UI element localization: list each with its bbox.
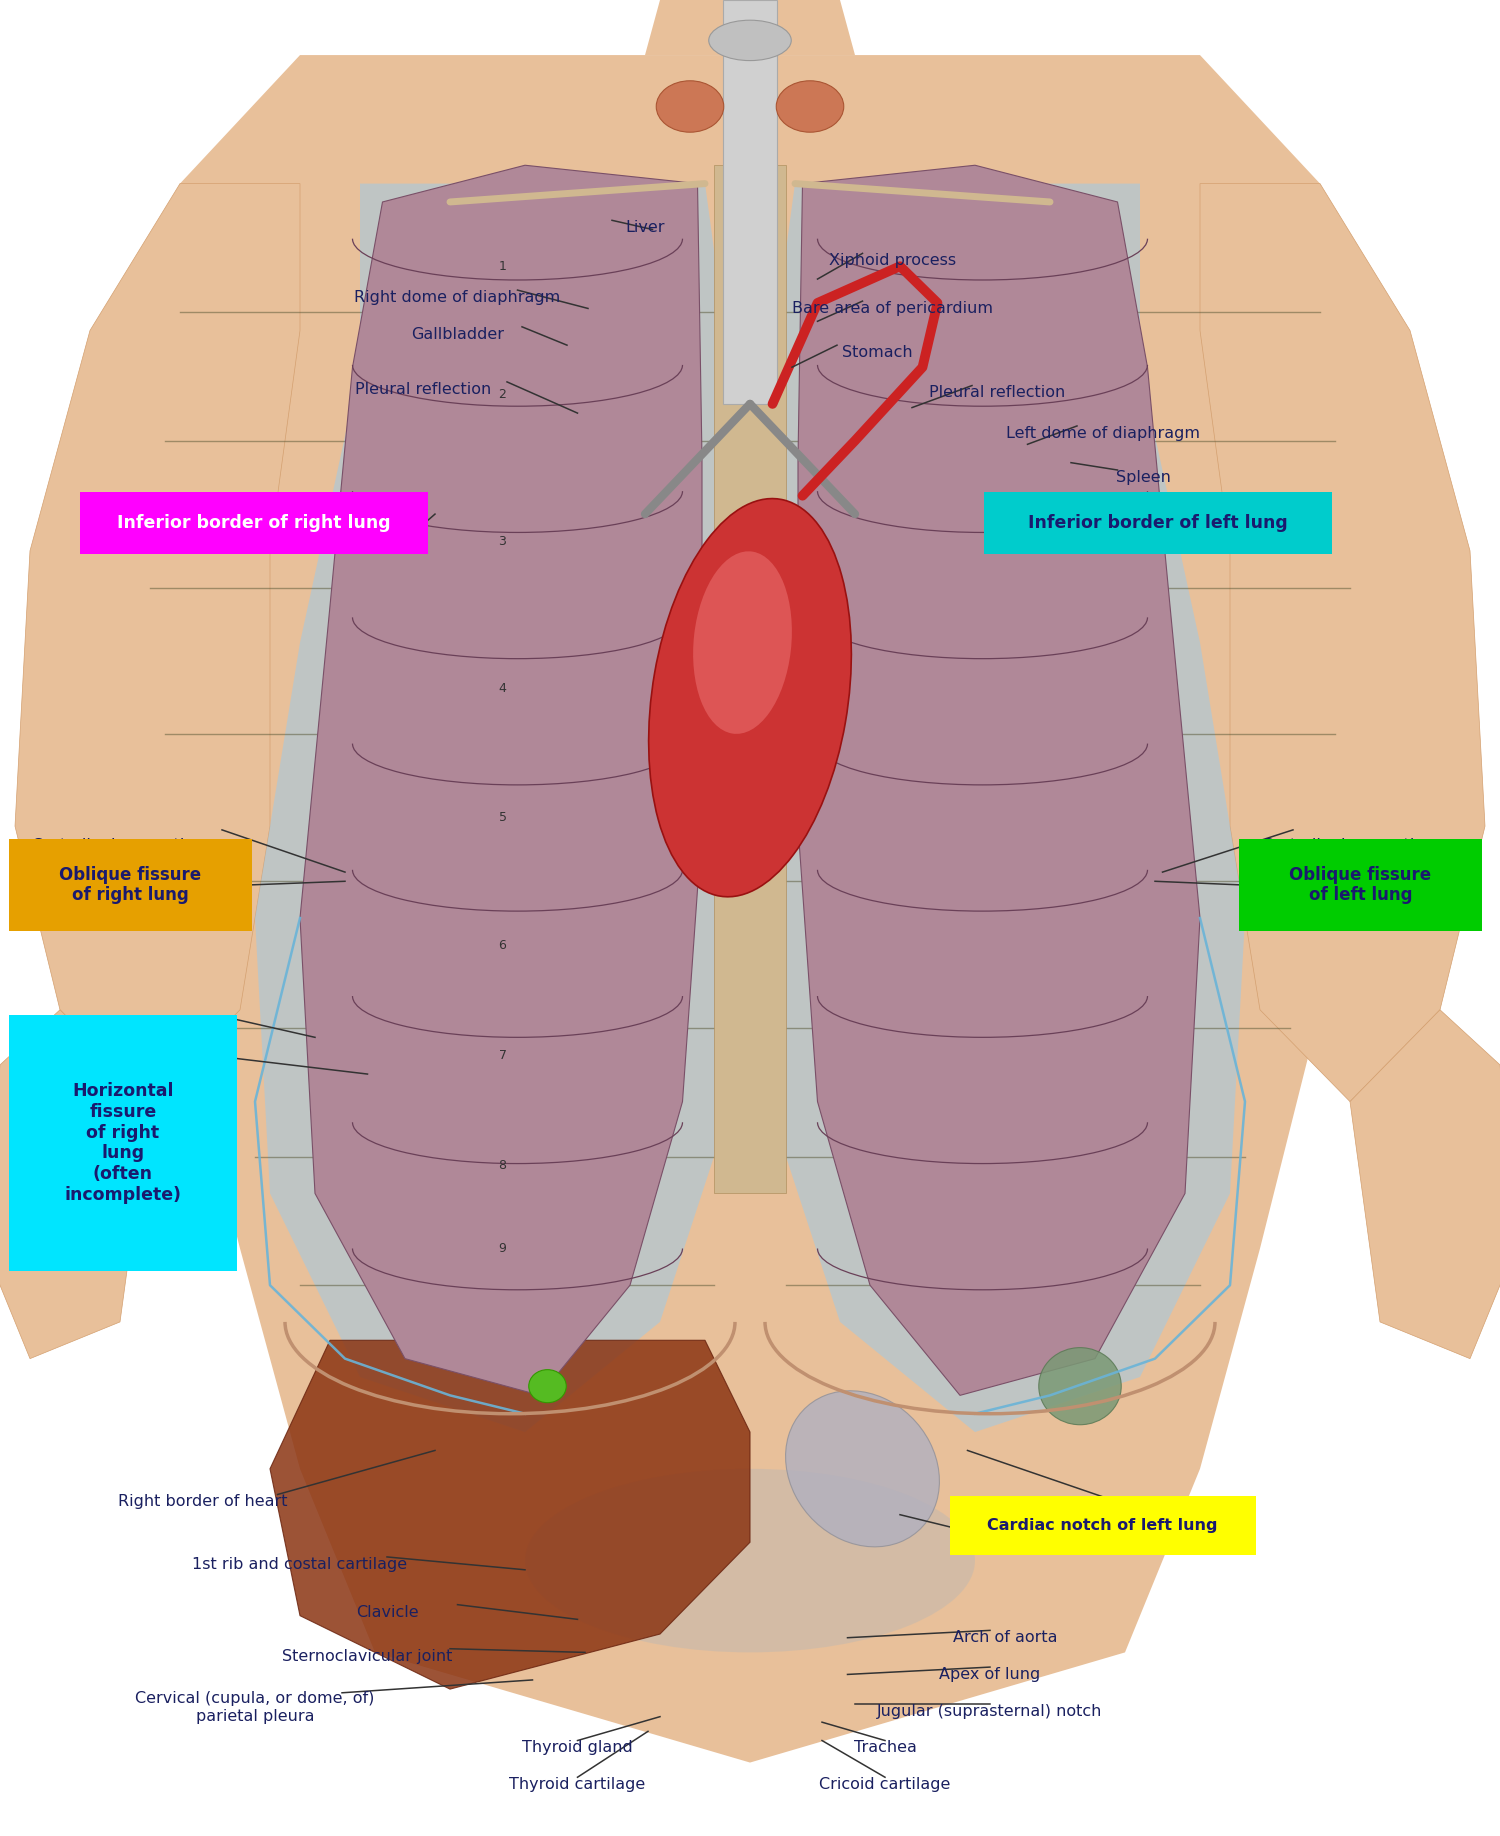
Text: 9: 9 (498, 1241, 507, 1256)
Text: Sternoclavicular joint: Sternoclavicular joint (282, 1649, 453, 1663)
Polygon shape (255, 184, 720, 1432)
Text: Thyroid gland: Thyroid gland (522, 1741, 633, 1755)
Text: Oblique fissure
of right lung: Oblique fissure of right lung (60, 865, 201, 905)
Text: Cricoid cartilage: Cricoid cartilage (819, 1777, 951, 1792)
Text: Apex of lung: Apex of lung (939, 1667, 1041, 1682)
Text: Oblique fissure
of left lung: Oblique fissure of left lung (1290, 865, 1431, 905)
Text: Clavicle: Clavicle (356, 1605, 419, 1619)
Polygon shape (1200, 184, 1485, 1102)
Text: 5: 5 (498, 810, 507, 824)
Text: Trachea: Trachea (853, 1741, 916, 1755)
Text: Jugular (suprasternal) notch: Jugular (suprasternal) notch (878, 1704, 1102, 1718)
Text: Costomediastinal
recess of pleural
cavity: Costomediastinal recess of pleural cavit… (28, 1058, 166, 1109)
Text: Pleural reflection: Pleural reflection (930, 386, 1065, 400)
Text: 2: 2 (498, 387, 507, 402)
Polygon shape (645, 0, 855, 55)
Text: 7: 7 (498, 1048, 507, 1063)
Polygon shape (0, 1010, 150, 1359)
Text: Inferior border of right lung: Inferior border of right lung (117, 514, 390, 532)
Ellipse shape (708, 20, 792, 61)
Polygon shape (105, 55, 1395, 1763)
Text: Bare area of pericardium: Bare area of pericardium (792, 301, 993, 316)
Text: 8: 8 (498, 1159, 507, 1173)
FancyBboxPatch shape (80, 492, 428, 554)
Text: Cardiac notch of left lung: Cardiac notch of left lung (987, 1518, 1218, 1533)
Polygon shape (1350, 1010, 1500, 1359)
Text: Xiphoid process: Xiphoid process (830, 253, 956, 268)
Text: Left dome of diaphragm: Left dome of diaphragm (1005, 426, 1200, 441)
Text: Right border of heart: Right border of heart (117, 1495, 288, 1509)
Text: Pleural reflection: Pleural reflection (356, 382, 490, 397)
FancyBboxPatch shape (9, 1015, 237, 1271)
FancyBboxPatch shape (9, 839, 252, 931)
Text: 4: 4 (498, 681, 507, 696)
Text: Costodiaphragmatic
recess of pleural
cavity: Costodiaphragmatic recess of pleural cav… (1262, 837, 1424, 889)
Polygon shape (300, 165, 702, 1395)
FancyBboxPatch shape (984, 492, 1332, 554)
Ellipse shape (693, 551, 792, 734)
Text: 6: 6 (498, 938, 507, 953)
Polygon shape (780, 184, 1245, 1432)
Polygon shape (714, 165, 786, 1193)
Ellipse shape (657, 81, 723, 132)
Text: Left border of heart: Left border of heart (1062, 1502, 1218, 1517)
FancyBboxPatch shape (1239, 839, 1482, 931)
Text: Gallbladder: Gallbladder (411, 327, 504, 341)
Text: Inferior border of left lung: Inferior border of left lung (1028, 514, 1288, 532)
FancyBboxPatch shape (950, 1496, 1256, 1555)
Ellipse shape (525, 1469, 975, 1652)
Ellipse shape (648, 499, 852, 896)
Ellipse shape (1038, 1348, 1120, 1425)
Text: Cervical (cupula, or dome, of)
parietal pleura: Cervical (cupula, or dome, of) parietal … (135, 1691, 375, 1724)
Text: 1st rib and costal cartilage: 1st rib and costal cartilage (192, 1557, 408, 1572)
Text: 3: 3 (498, 534, 507, 549)
Text: Costodiaphragmatic
recess of pleural
cavity: Costodiaphragmatic recess of pleural cav… (32, 837, 194, 889)
Polygon shape (723, 0, 777, 404)
Text: Thyroid cartilage: Thyroid cartilage (510, 1777, 645, 1792)
Ellipse shape (777, 81, 843, 132)
Text: Right dome of diaphragm: Right dome of diaphragm (354, 290, 561, 305)
Ellipse shape (528, 1370, 567, 1403)
Text: Horizontal
fissure
of right
lung
(often
incomplete): Horizontal fissure of right lung (often … (64, 1081, 182, 1204)
Text: 1: 1 (498, 259, 507, 274)
Polygon shape (798, 165, 1200, 1395)
Text: Spleen: Spleen (1116, 470, 1170, 485)
Ellipse shape (786, 1390, 939, 1548)
Polygon shape (270, 1340, 750, 1689)
Text: Stomach: Stomach (842, 345, 914, 360)
Text: Arch of aorta: Arch of aorta (952, 1630, 1058, 1645)
Text: Liver: Liver (626, 220, 664, 235)
Polygon shape (15, 184, 300, 1102)
